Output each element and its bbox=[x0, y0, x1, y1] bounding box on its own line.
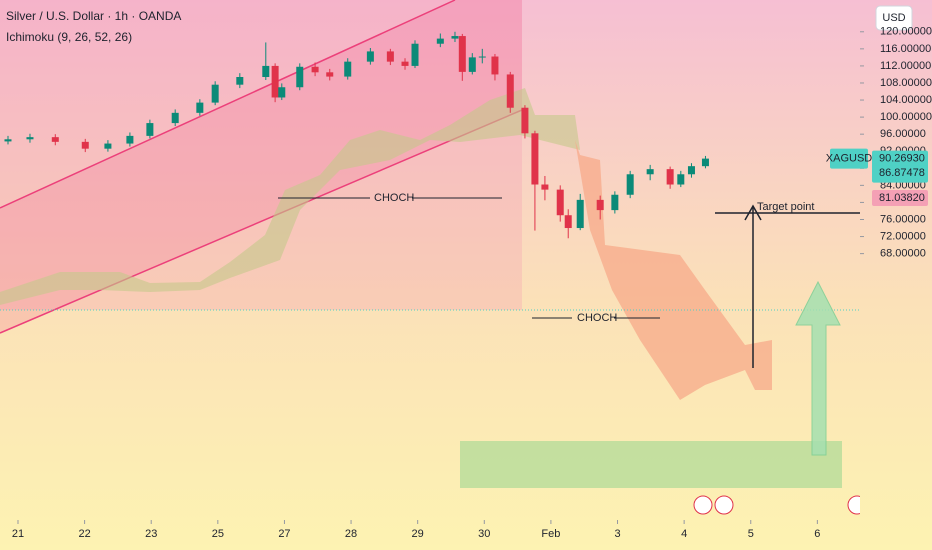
channel-line bbox=[0, 0, 456, 209]
candle-body bbox=[236, 77, 244, 85]
candle-body bbox=[271, 65, 279, 98]
y-tick-label: 72.00000 bbox=[880, 230, 926, 242]
candle-body bbox=[411, 43, 419, 66]
x-tick-label: 21 bbox=[12, 528, 24, 540]
candle-body bbox=[196, 102, 204, 113]
x-tick-label: 5 bbox=[748, 528, 754, 540]
bullish-arrow bbox=[795, 280, 841, 456]
y-tick-label: 68.00000 bbox=[880, 248, 926, 260]
candle-body bbox=[51, 137, 59, 142]
x-tick-label: 30 bbox=[478, 528, 490, 540]
x-tick-label: 27 bbox=[278, 528, 290, 540]
candle-body bbox=[4, 139, 12, 142]
candle-body bbox=[458, 36, 466, 72]
event-icon bbox=[714, 495, 734, 515]
x-tick-label: 4 bbox=[681, 528, 687, 540]
candle-body bbox=[278, 87, 286, 98]
candle-body bbox=[701, 158, 709, 167]
y-tick-label: 96.00000 bbox=[880, 128, 926, 140]
candle-body bbox=[366, 51, 374, 62]
candle-body bbox=[126, 135, 134, 144]
price-tag bbox=[872, 189, 928, 206]
event-icon bbox=[847, 495, 860, 515]
x-tick-label: Feb bbox=[541, 528, 560, 540]
candle-body bbox=[104, 143, 112, 149]
x-tick-label: 29 bbox=[412, 528, 424, 540]
candle-body bbox=[311, 66, 319, 73]
y-tick-label: 76.00000 bbox=[880, 213, 926, 225]
candle-body bbox=[626, 174, 634, 195]
candle-body bbox=[576, 199, 584, 229]
x-tick-label: 23 bbox=[145, 528, 157, 540]
candle-body bbox=[491, 56, 499, 75]
x-tick-label: 28 bbox=[345, 528, 357, 540]
candle-body bbox=[296, 66, 304, 88]
drawings bbox=[0, 0, 860, 515]
candle-body bbox=[386, 51, 394, 62]
candle-body bbox=[506, 74, 514, 108]
candles bbox=[4, 31, 709, 239]
currency-button[interactable] bbox=[875, 5, 913, 31]
channel-line bbox=[0, 109, 523, 334]
price-tag bbox=[872, 165, 928, 182]
y-tick-label: 104.00000 bbox=[880, 94, 932, 106]
symbol-label: XAGUSD bbox=[826, 153, 873, 165]
chart-title: Silver / U.S. Dollar · 1h · OANDA bbox=[6, 9, 181, 23]
candle-body bbox=[646, 169, 654, 175]
channel bbox=[0, 0, 522, 333]
annotation: CHOCH bbox=[577, 312, 617, 324]
currency-label: USD bbox=[882, 12, 905, 24]
candle-body bbox=[564, 215, 572, 229]
event-icon bbox=[693, 495, 713, 515]
annotation: Target point bbox=[757, 201, 814, 213]
candle-body bbox=[677, 174, 685, 185]
candle-body bbox=[666, 169, 674, 185]
indicator-label: Ichimoku (9, 26, 52, 26) bbox=[6, 30, 132, 44]
candle-body bbox=[596, 199, 604, 211]
symbol-tag bbox=[830, 148, 868, 169]
price-tag-label: 86.87478 bbox=[879, 167, 925, 179]
demand-zone bbox=[460, 441, 842, 488]
candle-body bbox=[211, 84, 219, 103]
y-tick-label: 112.00000 bbox=[880, 60, 931, 72]
candle-body bbox=[687, 166, 695, 175]
candle-body bbox=[401, 61, 409, 66]
ichimoku-cloud bbox=[575, 140, 772, 400]
candle-body bbox=[541, 184, 549, 190]
ichimoku-cloud bbox=[0, 88, 580, 305]
x-tick-label: 3 bbox=[614, 528, 620, 540]
candle-body bbox=[451, 36, 459, 39]
x-tick-label: 22 bbox=[78, 528, 90, 540]
candle-body bbox=[556, 189, 564, 216]
candle-body bbox=[326, 72, 334, 77]
candle-body bbox=[436, 38, 444, 44]
annotation: CHOCH bbox=[374, 192, 414, 204]
candle-body bbox=[521, 107, 529, 134]
y-tick-label: 100.00000 bbox=[880, 111, 932, 123]
price-tag-label: 81.03820 bbox=[879, 192, 925, 204]
candle-body bbox=[478, 56, 486, 58]
target-arrow-head bbox=[744, 204, 762, 221]
candle-body bbox=[611, 194, 619, 211]
x-tick-label: 6 bbox=[814, 528, 820, 540]
candle-body bbox=[81, 141, 89, 149]
candle-body bbox=[468, 57, 476, 72]
y-tick-label: 120.00000 bbox=[880, 26, 932, 38]
candle-body bbox=[344, 61, 352, 77]
candle-body bbox=[171, 112, 179, 124]
price-tag-label: 90.26930 bbox=[879, 153, 925, 165]
candle-body bbox=[262, 65, 270, 78]
y-tick-label: 108.00000 bbox=[880, 77, 932, 89]
candle-body bbox=[531, 133, 539, 185]
y-tick-label: 116.00000 bbox=[880, 43, 931, 55]
candle-body bbox=[26, 137, 34, 140]
candle-body bbox=[146, 123, 154, 136]
x-tick-label: 25 bbox=[212, 528, 224, 540]
